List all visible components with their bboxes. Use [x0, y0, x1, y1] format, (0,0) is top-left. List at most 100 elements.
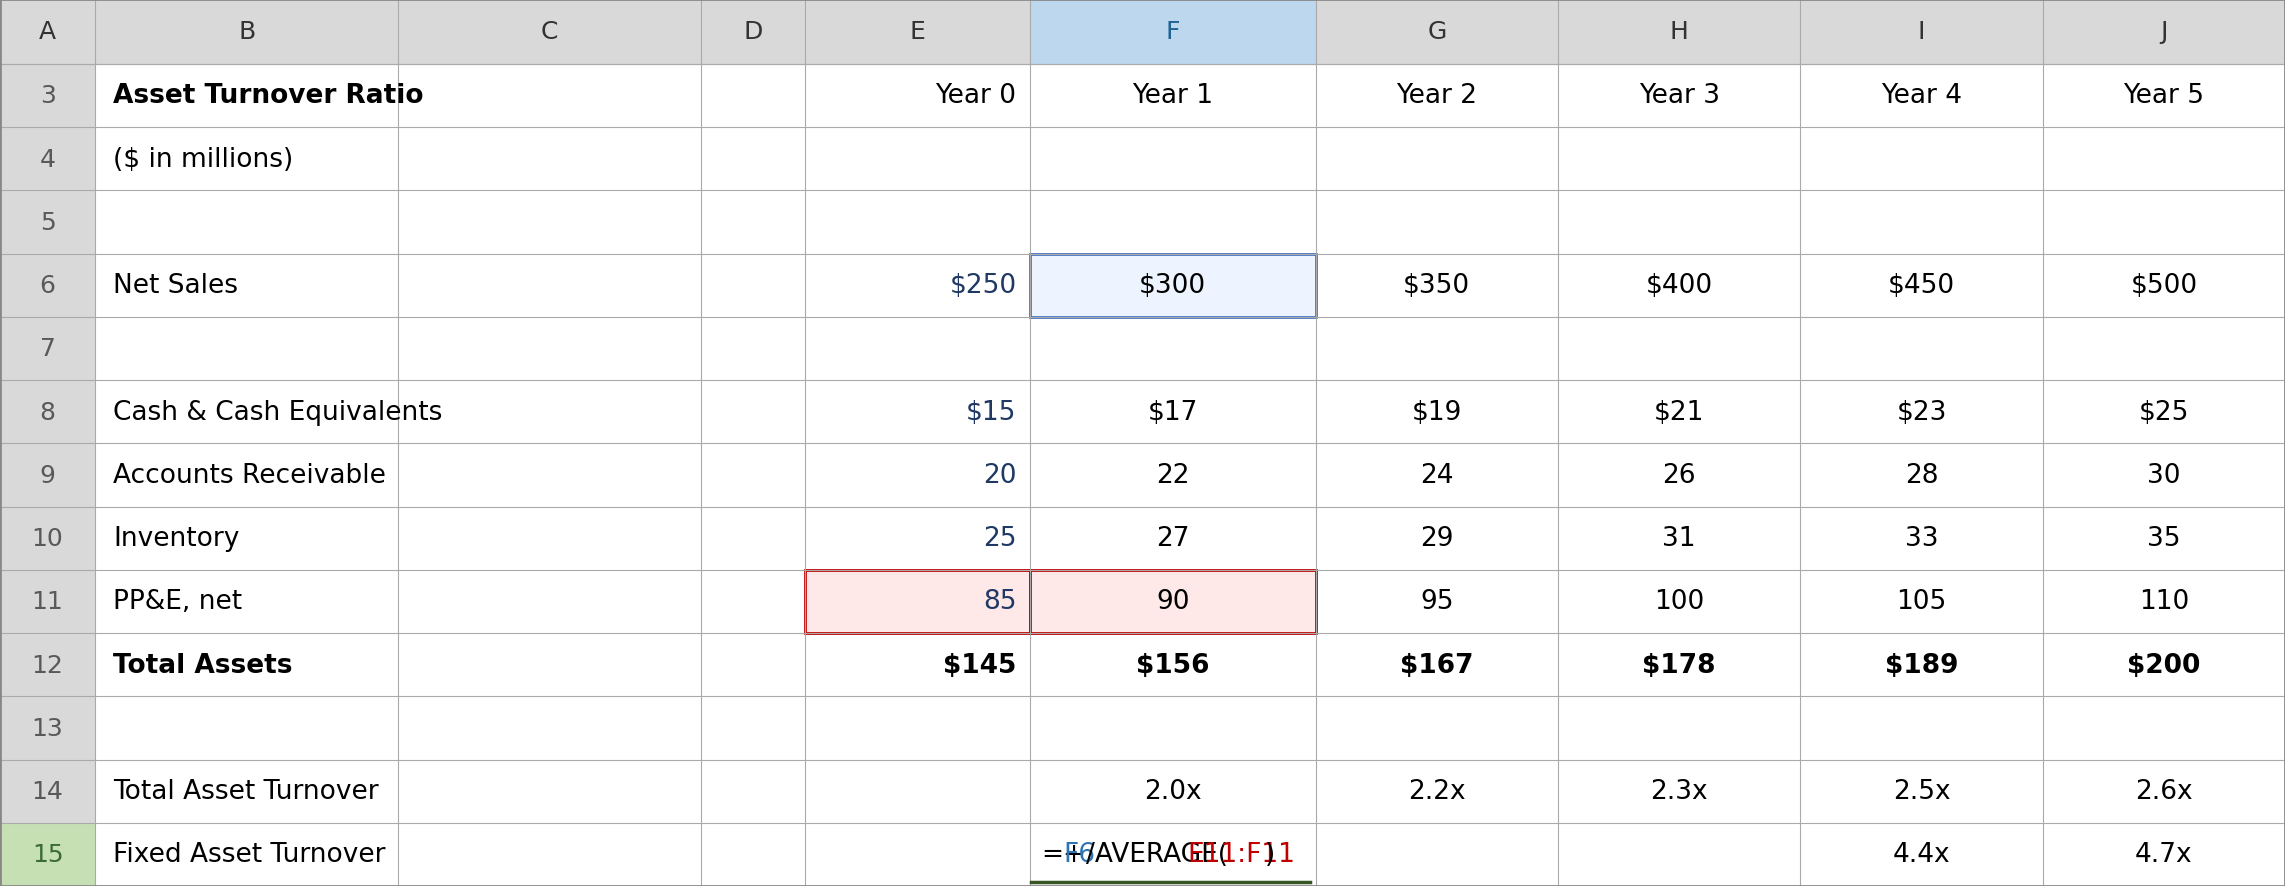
Text: 13: 13 [32, 716, 64, 740]
Text: Year 3: Year 3 [1638, 83, 1721, 109]
Bar [0, 317, 96, 381]
Text: Cash & Cash Equivalents: Cash & Cash Equivalents [114, 400, 443, 425]
Text: $450: $450 [1887, 273, 1956, 299]
Text: PP&E, net: PP&E, net [114, 588, 242, 615]
Text: 11: 11 [32, 590, 64, 614]
Text: 15: 15 [32, 843, 64, 867]
Text: 30: 30 [2148, 462, 2180, 488]
Text: /AVERAGE(: /AVERAGE( [1085, 842, 1229, 867]
Text: C: C [542, 20, 558, 44]
Text: $400: $400 [1645, 273, 1714, 299]
Text: $21: $21 [1654, 400, 1705, 425]
Text: $189: $189 [1885, 652, 1958, 678]
Text: J: J [2159, 20, 2168, 44]
Text: 100: 100 [1654, 588, 1705, 615]
Text: F: F [1165, 20, 1179, 44]
Bar [0, 823, 96, 886]
Text: I: I [1917, 20, 1926, 44]
Text: G: G [1428, 20, 1446, 44]
Text: $19: $19 [1412, 400, 1462, 425]
Text: 22: 22 [1156, 462, 1190, 488]
Text: 7: 7 [39, 337, 55, 361]
Text: $17: $17 [1147, 400, 1197, 425]
Text: 105: 105 [1897, 588, 1947, 615]
Text: E11:F11: E11:F11 [1186, 842, 1296, 867]
Bar [0, 444, 96, 507]
Text: 33: 33 [1906, 525, 1938, 551]
Text: $300: $300 [1140, 273, 1206, 299]
Text: 6: 6 [39, 274, 55, 298]
Text: 3: 3 [39, 84, 55, 108]
Text: ): ) [1266, 842, 1275, 867]
Text: 8: 8 [39, 400, 55, 424]
Bar [1031, 570, 1316, 633]
Text: 26: 26 [1663, 462, 1695, 488]
Text: Total Asset Turnover: Total Asset Turnover [114, 778, 379, 804]
Text: Year 1: Year 1 [1133, 83, 1213, 109]
Text: 20: 20 [983, 462, 1017, 488]
Text: $15: $15 [967, 400, 1017, 425]
Text: 29: 29 [1419, 525, 1453, 551]
Text: 27: 27 [1156, 525, 1190, 551]
Bar [0, 633, 96, 696]
Text: A: A [39, 20, 57, 44]
Text: Net Sales: Net Sales [114, 273, 238, 299]
Text: 2.6x: 2.6x [2134, 778, 2194, 804]
Text: 25: 25 [983, 525, 1017, 551]
Text: Year 2: Year 2 [1396, 83, 1478, 109]
Text: D: D [743, 20, 763, 44]
Text: 5: 5 [39, 211, 55, 235]
Bar [0, 65, 96, 128]
Text: 35: 35 [2148, 525, 2180, 551]
Text: $145: $145 [944, 652, 1017, 678]
Text: 4.4x: 4.4x [1892, 842, 1951, 867]
Text: 90: 90 [1156, 588, 1190, 615]
Text: Total Assets: Total Assets [114, 652, 292, 678]
Text: =+: =+ [1042, 842, 1085, 867]
Bar [1031, 0, 1316, 65]
Text: $25: $25 [2139, 400, 2189, 425]
Text: Asset Turnover Ratio: Asset Turnover Ratio [114, 83, 425, 109]
Text: 9: 9 [39, 463, 55, 487]
Text: 31: 31 [1663, 525, 1695, 551]
Text: 24: 24 [1419, 462, 1453, 488]
Text: 14: 14 [32, 780, 64, 804]
Text: B: B [238, 20, 256, 44]
Text: 4.7x: 4.7x [2134, 842, 2194, 867]
Bar [0, 759, 96, 823]
Text: Inventory: Inventory [114, 525, 240, 551]
Text: 2.0x: 2.0x [1145, 778, 1202, 804]
Text: 4: 4 [39, 147, 55, 171]
Text: F6: F6 [1065, 842, 1097, 867]
Bar [0, 0, 2285, 65]
Text: $167: $167 [1401, 652, 1474, 678]
Text: 12: 12 [32, 653, 64, 677]
Text: H: H [1670, 20, 1689, 44]
Text: 95: 95 [1419, 588, 1453, 615]
Text: ($ in millions): ($ in millions) [114, 146, 295, 173]
Bar [0, 696, 96, 759]
Text: $23: $23 [1897, 400, 1947, 425]
Text: Year 0: Year 0 [935, 83, 1017, 109]
Bar [0, 128, 96, 191]
Text: $500: $500 [2130, 273, 2198, 299]
Text: $350: $350 [1403, 273, 1469, 299]
Text: Year 4: Year 4 [1881, 83, 1963, 109]
Text: $178: $178 [1643, 652, 1716, 678]
Text: 2.3x: 2.3x [1650, 778, 1707, 804]
Bar [1031, 254, 1316, 317]
Bar [0, 381, 96, 444]
Text: 85: 85 [983, 588, 1017, 615]
Text: Fixed Asset Turnover: Fixed Asset Turnover [114, 842, 386, 867]
Text: 2.5x: 2.5x [1892, 778, 1951, 804]
Text: $200: $200 [2127, 652, 2200, 678]
Text: 2.2x: 2.2x [1408, 778, 1465, 804]
Text: Accounts Receivable: Accounts Receivable [114, 462, 386, 488]
Text: 28: 28 [1906, 462, 1938, 488]
Text: Year 5: Year 5 [2123, 83, 2205, 109]
Text: $156: $156 [1136, 652, 1209, 678]
Bar [0, 507, 96, 570]
Text: 10: 10 [32, 526, 64, 550]
Bar [0, 570, 96, 633]
Bar [0, 191, 96, 254]
